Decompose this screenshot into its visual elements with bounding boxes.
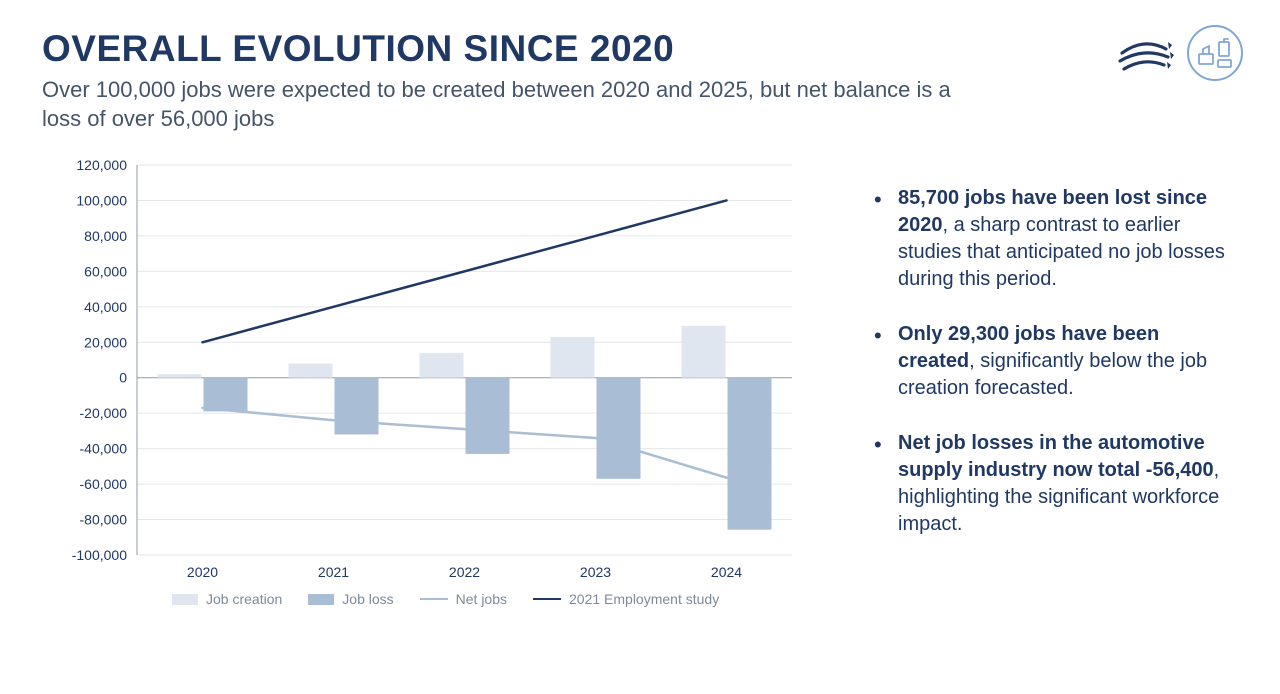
bullet-rest: , a sharp contrast to earlier studies th…	[898, 214, 1225, 290]
bar-job-creation	[420, 353, 464, 378]
y-tick-label: -20,000	[80, 405, 128, 421]
bar-job-creation	[682, 326, 726, 378]
y-tick-label: 40,000	[84, 299, 127, 315]
content-row: -100,000 -80,000 -60,000 -40,000 -20,000 0 20,…	[42, 155, 1238, 607]
bar-job-loss	[466, 378, 510, 454]
x-tick-label: 2020	[187, 564, 218, 580]
y-tick-label: 20,000	[84, 334, 127, 350]
legend-swatch	[420, 598, 448, 601]
bar-job-creation	[158, 374, 202, 378]
slide-subtitle: Over 100,000 jobs were expected to be cr…	[42, 76, 962, 133]
bullet-item: 85,700 jobs have been lost since 2020, a…	[870, 185, 1238, 293]
bar-job-loss	[204, 378, 248, 412]
chart-area: -100,000 -80,000 -60,000 -40,000 -20,000 0 20,…	[42, 155, 842, 607]
legend-label: 2021 Employment study	[569, 591, 719, 607]
bullet-bold: Net job losses in the automotive supply …	[898, 432, 1214, 481]
bar-job-loss	[597, 378, 641, 479]
legend-swatch	[533, 598, 561, 601]
y-tick-label: 80,000	[84, 228, 127, 244]
legend-label: Job creation	[206, 591, 282, 607]
line-net-jobs	[203, 408, 727, 478]
slide-title: OVERALL EVOLUTION SINCE 2020	[42, 28, 1238, 70]
bullet-panel: 85,700 jobs have been lost since 2020, a…	[842, 155, 1238, 607]
x-tick-label: 2024	[711, 564, 742, 580]
y-tick-label: -60,000	[80, 476, 128, 492]
x-tick-label: 2021	[318, 564, 349, 580]
bar-job-creation	[289, 364, 333, 378]
x-tick-label: 2022	[449, 564, 480, 580]
bullet-list: 85,700 jobs have been lost since 2020, a…	[870, 185, 1238, 538]
bar-job-loss	[728, 378, 772, 530]
legend-swatch	[172, 594, 198, 605]
legend-label: Job loss	[342, 591, 393, 607]
logo-swirl-icon	[1114, 27, 1176, 79]
y-tick-label: -40,000	[80, 441, 128, 457]
logo-group	[1114, 24, 1244, 82]
y-tick-label: -80,000	[80, 512, 128, 528]
legend-swatch	[308, 594, 334, 605]
legend-item-job_loss: Job loss	[308, 591, 393, 607]
bar-job-creation	[551, 337, 595, 378]
x-tick-label: 2023	[580, 564, 611, 580]
y-tick-label: 120,000	[76, 157, 127, 173]
y-tick-label: -100,000	[72, 547, 127, 563]
jobs-chart: -100,000 -80,000 -60,000 -40,000 -20,000 0 20,…	[42, 155, 842, 585]
legend-item-net_jobs: Net jobs	[420, 591, 507, 607]
slide: OVERALL EVOLUTION SINCE 2020 Over 100,00…	[0, 0, 1280, 694]
logo-badge-icon	[1186, 24, 1244, 82]
bar-job-loss	[335, 378, 379, 435]
y-tick-label: 0	[119, 370, 127, 386]
y-tick-label: 100,000	[76, 193, 127, 209]
bullet-item: Only 29,300 jobs have been created, sign…	[870, 321, 1238, 402]
legend-label: Net jobs	[456, 591, 507, 607]
chart-legend: Job creation Job loss Net jobs 2021 Employm…	[172, 591, 842, 607]
legend-item-job_creation: Job creation	[172, 591, 282, 607]
legend-item-employment_study_2021: 2021 Employment study	[533, 591, 719, 607]
bullet-item: Net job losses in the automotive supply …	[870, 430, 1238, 538]
y-tick-label: 60,000	[84, 264, 127, 280]
